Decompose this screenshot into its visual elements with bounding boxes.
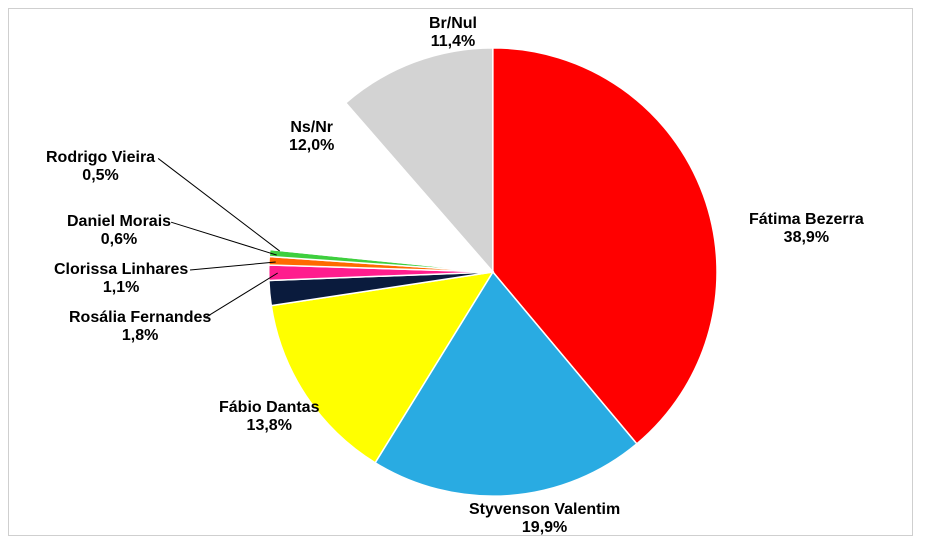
slice-label-name: Fábio Dantas (219, 399, 319, 416)
slice-label: Styvenson Valentim19,9% (469, 501, 620, 538)
slice-label: Clorissa Linhares1,1% (54, 261, 188, 298)
slice-label-pct: 19,9% (469, 519, 620, 537)
slice-label: Fábio Dantas13,8% (219, 399, 319, 436)
slice-label-pct: 1,8% (69, 327, 211, 345)
slice-label-name: Br/Nul (429, 15, 477, 32)
slice-label: Br/Nul11,4% (429, 15, 477, 52)
chart-container: Br/Nul11,4% Fátima Bezerra38,9% Styvenson … (8, 8, 913, 536)
slice-label: Rodrigo Vieira0,5% (46, 149, 155, 186)
slice-label-name: Rodrigo Vieira (46, 149, 155, 166)
pie-chart: Br/Nul11,4% Fátima Bezerra38,9% Styvenson … (9, 9, 912, 535)
slice-label: Daniel Morais0,6% (67, 213, 171, 250)
slice-label-pct: 0,6% (67, 231, 171, 249)
slice-label-pct: 12,0% (289, 137, 334, 155)
slice-label-pct: 1,1% (54, 279, 188, 297)
slice-label-name: Fátima Bezerra (749, 211, 864, 228)
slice-label-pct: 0,5% (46, 167, 155, 185)
slice-label-pct: 13,8% (219, 417, 319, 435)
slice-label-name: Clorissa Linhares (54, 261, 188, 278)
slice-label: Fátima Bezerra38,9% (749, 211, 864, 248)
slice-label: Rosália Fernandes1,8% (69, 309, 211, 346)
slice-label-name: Daniel Morais (67, 213, 171, 230)
slice-label-name: Ns/Nr (290, 119, 333, 136)
slice-label: Ns/Nr12,0% (289, 119, 334, 156)
slice-label-name: Styvenson Valentim (469, 501, 620, 518)
slice-label-pct: 11,4% (429, 33, 477, 51)
slice-label-pct: 38,9% (749, 229, 864, 247)
slice-label-name: Rosália Fernandes (69, 309, 211, 326)
